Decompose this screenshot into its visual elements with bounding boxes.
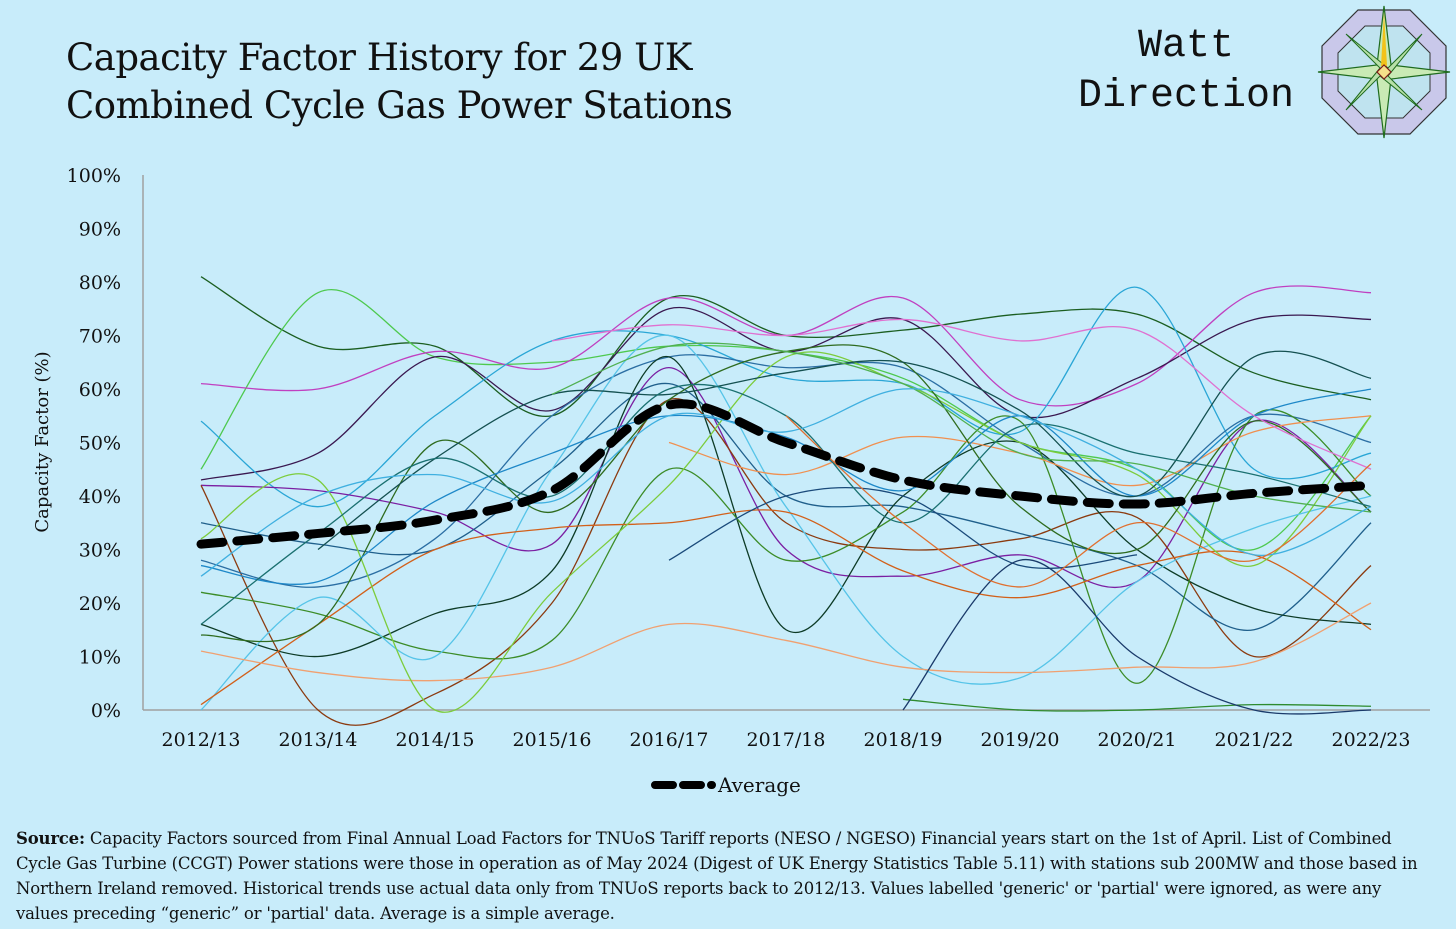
station-series-line-19 [317,350,1372,551]
compass-logo-icon [1317,5,1451,139]
source-text: Capacity Factors sourced from Final Annu… [16,829,1418,923]
x-tick-label: 2015/16 [513,729,592,751]
chart-title: Capacity Factor History for 29 UK Combin… [66,34,733,130]
brand-line-2: Direction [1077,74,1295,119]
station-series-line-12 [200,334,1372,711]
x-tick-label: 2020/21 [1098,729,1177,751]
y-tick-label: 60% [79,379,121,401]
legend-average-label: Average [717,773,801,797]
y-tick-label: 100% [67,165,121,187]
station-series-line-23 [902,698,1372,712]
x-tick-label: 2013/14 [279,729,358,751]
station-series-line-27 [785,415,1372,588]
station-series-line-14 [200,602,1372,682]
x-tick-label: 2019/20 [981,729,1060,751]
x-tick-label: 2018/19 [864,729,943,751]
y-axis-label: Capacity Factor (%) [32,351,53,532]
station-series-line-16 [200,351,1372,713]
station-series-line-13 [200,509,1372,706]
x-tick-label: 2016/17 [630,729,709,751]
y-tick-label: 70% [79,326,121,348]
station-series-line-17 [200,344,1372,643]
y-tick-label: 30% [79,540,121,562]
y-tick-label: 80% [79,272,121,294]
source-footnote: Source: Capacity Factors sourced from Fi… [16,826,1436,926]
y-tick-label: 0% [91,700,121,722]
station-series-line-25 [200,383,1372,625]
x-tick-label: 2021/22 [1215,729,1294,751]
station-series-line-11 [200,409,1372,684]
station-series-line-4 [200,306,1372,481]
y-tick-label: 40% [79,486,121,508]
station-series-line-24 [902,558,1372,715]
x-tick-label: 2014/15 [396,729,475,751]
y-tick-label: 90% [79,219,121,241]
station-series-line-2 [200,289,1372,551]
title-line-1: Capacity Factor History for 29 UK [66,36,692,79]
station-series-line-5 [200,286,1372,508]
station-series-line-1 [200,276,1372,417]
brand-name: Watt Direction [1066,22,1306,122]
y-tick-label: 50% [79,433,121,455]
x-tick-label: 2012/13 [162,729,241,751]
x-tick-label: 2022/23 [1332,729,1411,751]
y-tick-label: 20% [79,593,121,615]
brand-line-1: Watt [1137,24,1234,69]
source-label: Source: [16,829,85,848]
title-line-2: Combined Cycle Gas Power Stations [66,84,733,127]
station-series-line-22 [668,487,1138,569]
x-tick-label: 2017/18 [747,729,826,751]
station-series-line-9 [200,354,1372,588]
station-series-line-18 [200,388,1372,585]
average-series-line [196,399,1376,549]
y-tick-label: 10% [79,647,121,669]
station-series-line-7 [200,397,1372,726]
station-series-line-20 [551,318,1372,470]
